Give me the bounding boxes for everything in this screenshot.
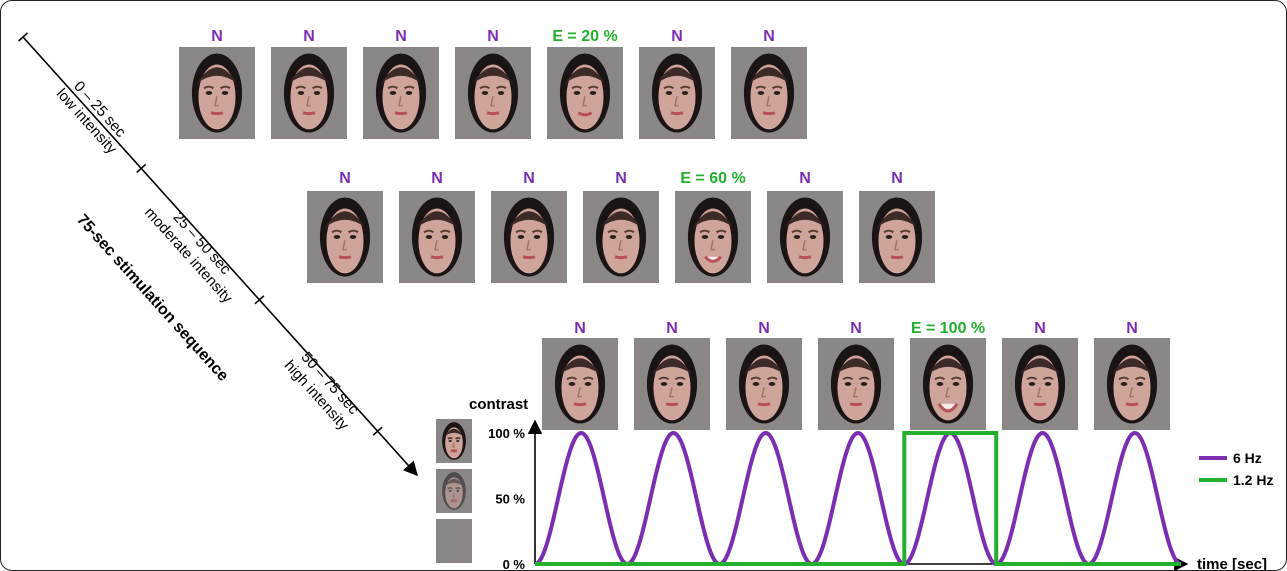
timeline-arrow [22, 36, 418, 477]
expressive-face-image [675, 191, 751, 283]
neutral-label: N [763, 28, 775, 45]
face-row-1: N N N N E = 20 % N N [179, 28, 807, 139]
series-1-2hz-line [535, 431, 1181, 566]
expression-label: E = 100 % [911, 320, 985, 337]
y-tick-label: 100 % [488, 426, 525, 441]
neutral-face-image [491, 191, 567, 283]
neutral-face-image [455, 47, 531, 139]
expressive-face-image [910, 338, 986, 430]
expression-label: E = 60 % [680, 170, 745, 187]
neutral-label: N [891, 170, 903, 187]
neutral-label: N [615, 170, 627, 187]
half-contrast-face [436, 469, 472, 513]
y-axis-label: contrast [469, 396, 528, 413]
neutral-face-image [363, 47, 439, 139]
face-row-3: N N N N E = 100 % N N [542, 320, 1170, 430]
neutral-face-image [179, 47, 255, 139]
neutral-face-image [307, 191, 383, 283]
full-contrast-face [436, 419, 472, 463]
y-tick-label: 0 % [503, 557, 526, 570]
neutral-label: N [574, 320, 586, 337]
neutral-face-image [271, 47, 347, 139]
neutral-face-image [767, 191, 843, 283]
neutral-label: N [758, 320, 770, 337]
face-row-2: N N N N E = 60 % N N [307, 170, 935, 283]
neutral-face-image [399, 191, 475, 283]
neutral-label: N [1034, 320, 1046, 337]
neutral-face-image [542, 338, 618, 430]
neutral-face-image [818, 338, 894, 430]
neutral-label: N [850, 320, 862, 337]
timeline-tick [372, 426, 383, 436]
contrast-thumbnails [436, 419, 472, 563]
timeline-tick [18, 32, 28, 42]
x-axis-label: time [sec] [1197, 556, 1267, 570]
expression-label: E = 20 % [552, 28, 617, 45]
expressive-face-image [547, 47, 623, 139]
y-tick-label: 50 % [495, 492, 525, 507]
neutral-label: N [211, 28, 223, 45]
neutral-label: N [395, 28, 407, 45]
neutral-face-image [583, 191, 659, 283]
neutral-label: N [523, 170, 535, 187]
neutral-label: N [431, 170, 443, 187]
neutral-label: N [799, 170, 811, 187]
timeline-tick [136, 163, 147, 174]
face-rows: N N N N E = 20 % N N N N N N E = 60 % N N N N N N E = 100 … [179, 28, 1170, 430]
series-6hz-line [534, 430, 1182, 567]
neutral-face-image [859, 191, 935, 283]
neutral-label: N [339, 170, 351, 187]
neutral-label: N [303, 28, 315, 45]
neutral-face-image [1002, 338, 1078, 430]
zero-contrast-face [436, 519, 472, 563]
legend-label: 6 Hz [1233, 450, 1262, 466]
neutral-label: N [666, 320, 678, 337]
neutral-label: N [671, 28, 683, 45]
neutral-face-image [731, 47, 807, 139]
legend-label: 1.2 Hz [1233, 472, 1273, 488]
neutral-label: N [487, 28, 499, 45]
timeline-tick [254, 295, 265, 305]
neutral-label: N [1126, 320, 1138, 337]
neutral-face-image [639, 47, 715, 139]
neutral-face-image [1094, 338, 1170, 430]
neutral-face-image [634, 338, 710, 430]
neutral-face-image [726, 338, 802, 430]
